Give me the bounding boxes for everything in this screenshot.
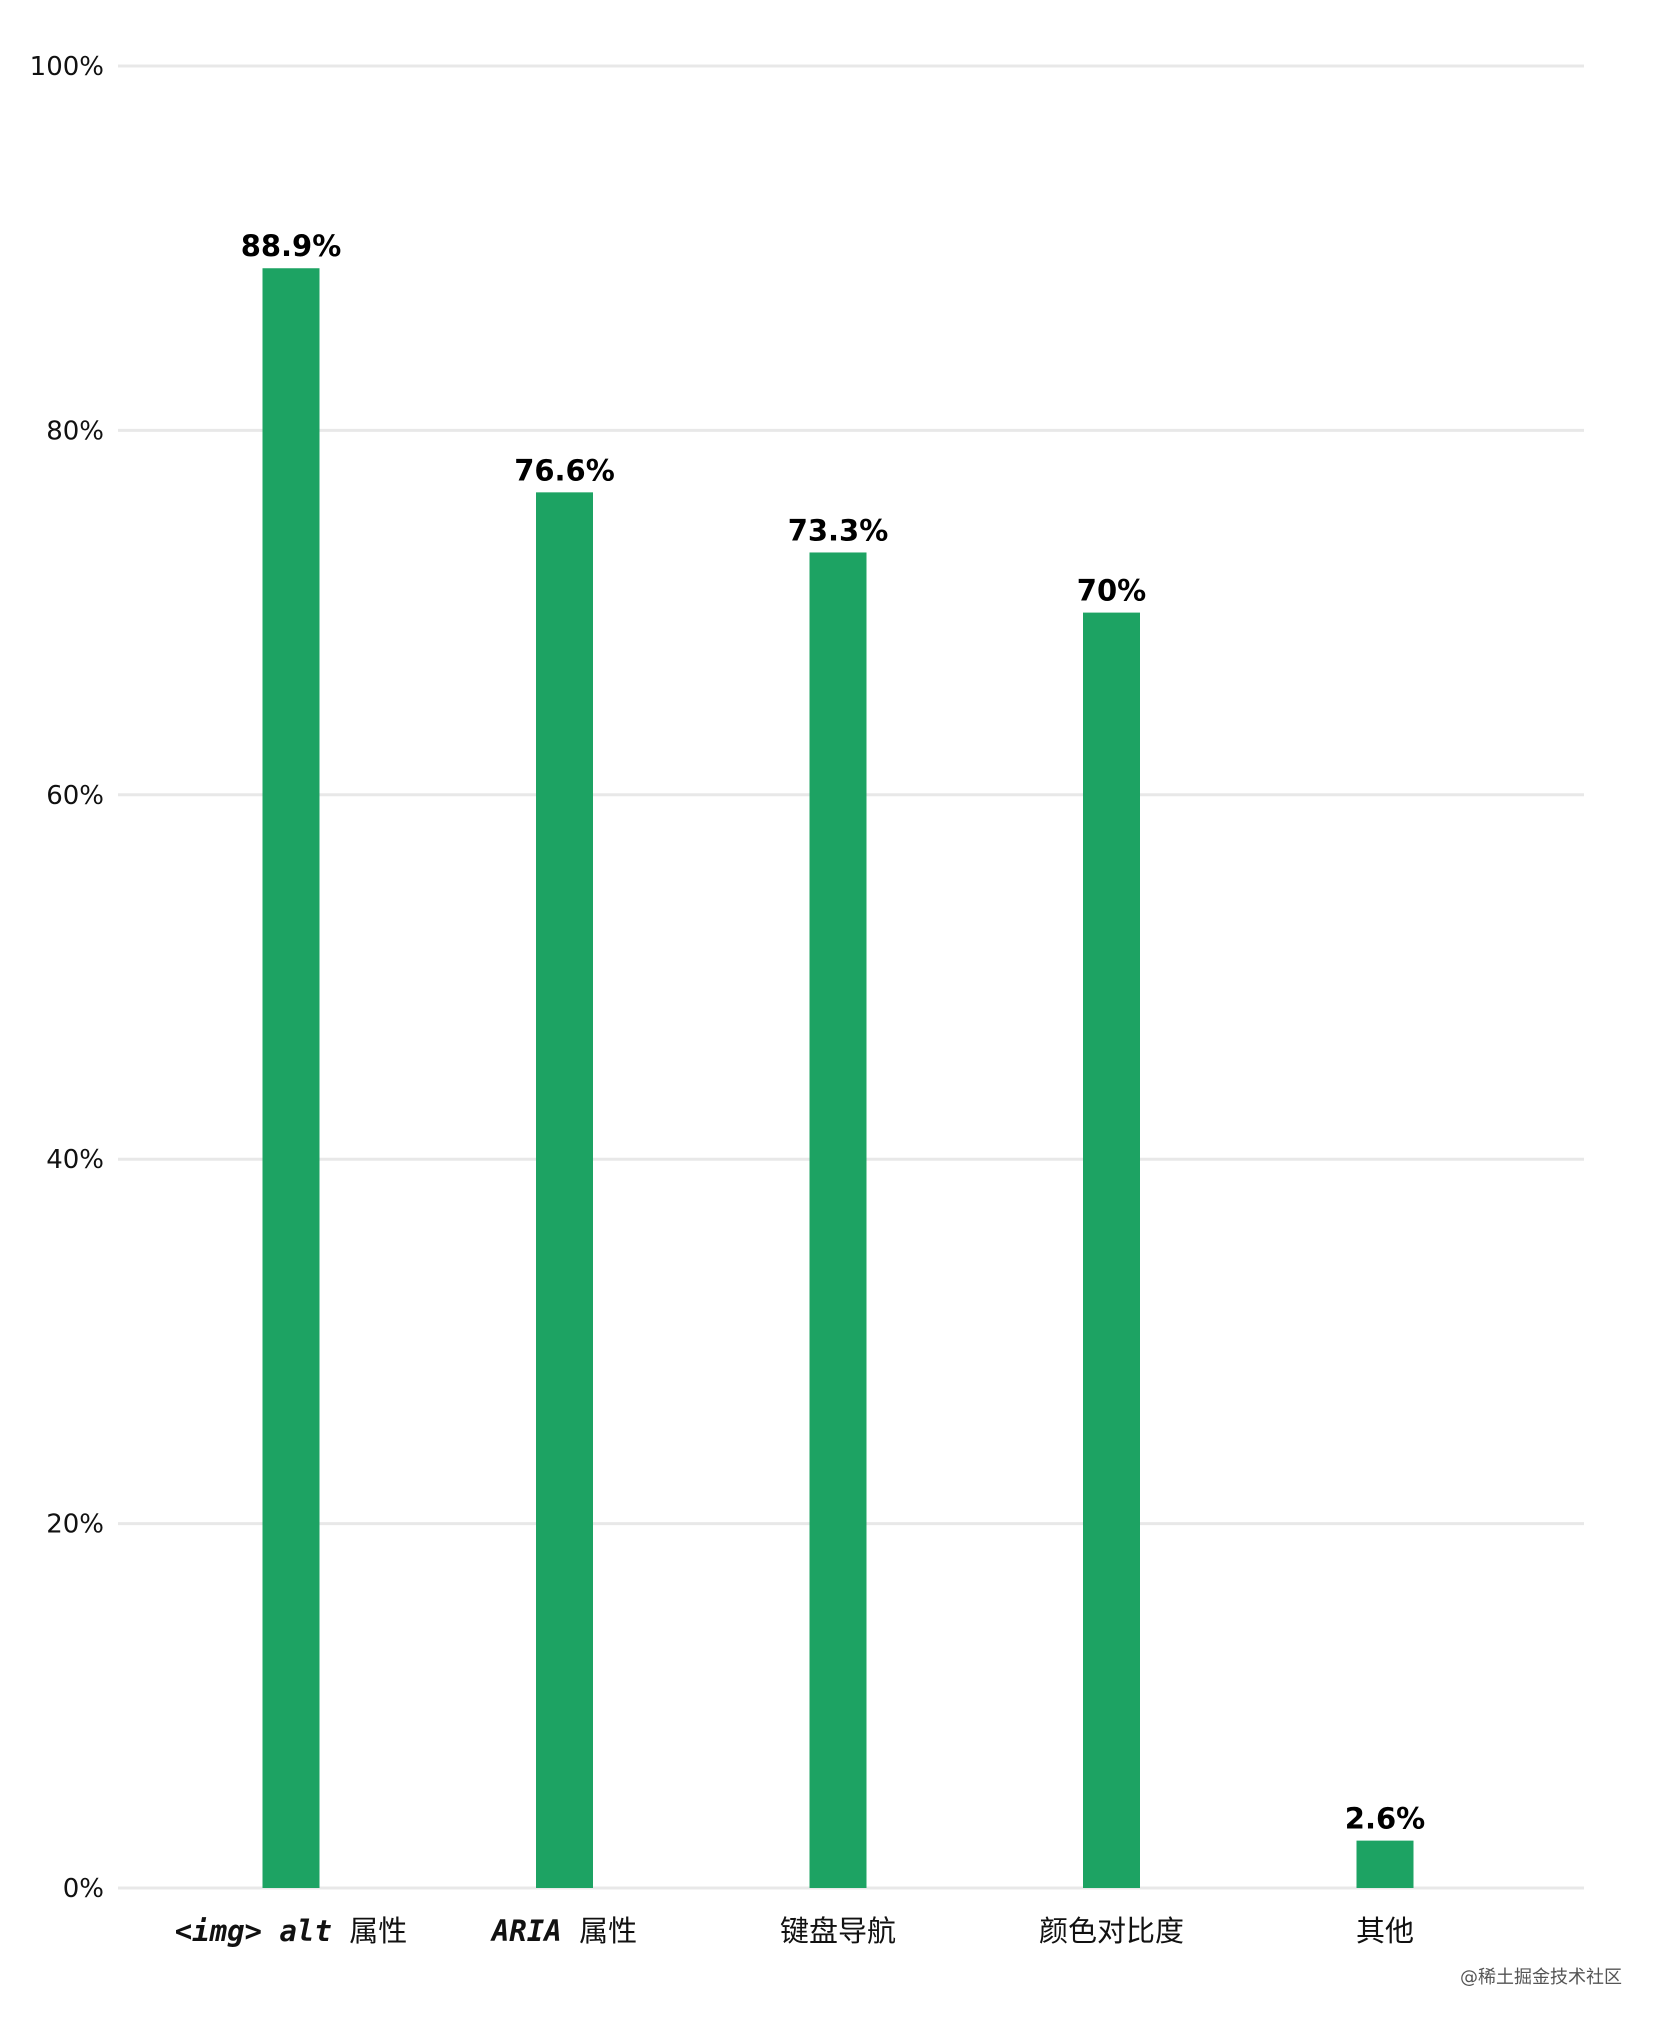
category-text: 属性 xyxy=(349,1914,407,1948)
category-code-text: ARIA xyxy=(490,1914,579,1948)
y-tick-label: 0% xyxy=(63,1874,104,1904)
category-text: 其他 xyxy=(1356,1914,1414,1948)
y-tick-label: 40% xyxy=(46,1145,104,1175)
bar xyxy=(536,492,593,1888)
bar-value-label: 70% xyxy=(1077,574,1146,608)
category-text: 属性 xyxy=(579,1914,637,1948)
bar-value-label: 76.6% xyxy=(514,453,615,487)
bar xyxy=(262,268,320,1889)
category-label: 其他 xyxy=(1356,1914,1414,1948)
bar xyxy=(1356,1840,1414,1888)
category-label: 键盘导航 xyxy=(780,1914,896,1948)
bar-value-label: 88.9% xyxy=(241,229,342,263)
category-code-text: <img> alt xyxy=(175,1914,350,1948)
watermark-text: @稀土掘金技术社区 xyxy=(1460,1967,1622,1988)
category-labels: <img> alt 属性 ARIA 属性 键盘导航 颜色对比度 其他 xyxy=(175,1914,1414,1948)
y-tick-label: 80% xyxy=(46,416,104,446)
y-tick-label: 100% xyxy=(30,52,104,82)
value-labels: 88.9% 76.6% 73.3% 70% 2.6% xyxy=(241,229,1426,1835)
category-label: ARIA 属性 xyxy=(490,1914,637,1948)
category-label: <img> alt 属性 xyxy=(175,1914,408,1948)
bar-value-label: 2.6% xyxy=(1345,1802,1425,1836)
category-text: 颜色对比度 xyxy=(1039,1914,1184,1948)
bar xyxy=(809,552,867,1888)
bar-value-label: 73.3% xyxy=(788,513,889,547)
bar xyxy=(1083,612,1140,1888)
category-text: 键盘导航 xyxy=(780,1914,896,1948)
y-tick-label: 60% xyxy=(46,781,104,811)
bars xyxy=(262,268,1414,1889)
y-axis-ticks: 0% 20% 40% 60% 80% 100% xyxy=(30,52,104,1904)
category-label: 颜色对比度 xyxy=(1039,1914,1184,1948)
y-tick-label: 20% xyxy=(46,1510,104,1540)
